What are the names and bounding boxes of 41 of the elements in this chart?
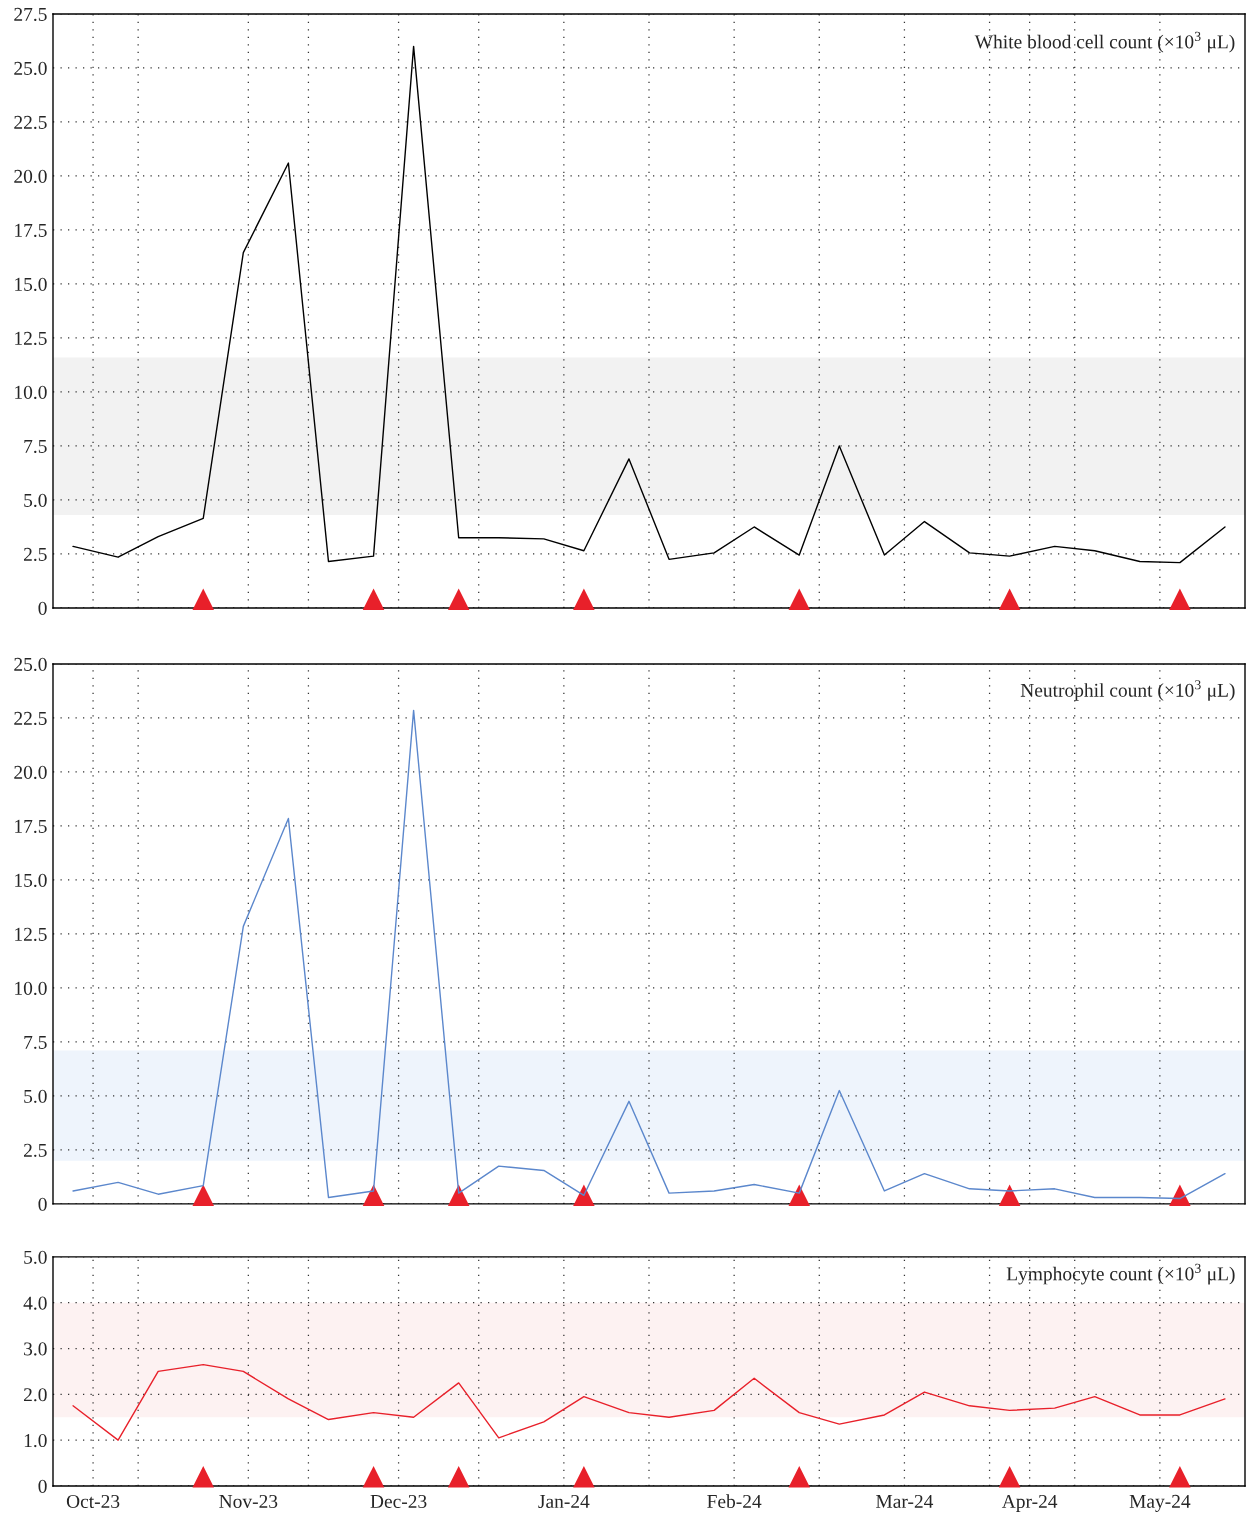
y-tick-label: 0 — [38, 601, 47, 615]
x-tick-label: May-24 — [1129, 1494, 1191, 1512]
y-tick-label: 4.0 — [23, 1296, 47, 1310]
chart-title: Lymphocyte count (×10$^{3}$ μL) — [1006, 1263, 1235, 1285]
y-tick-label: 5.0 — [24, 1089, 47, 1103]
y-tick-label: 17.5 — [15, 223, 47, 237]
x-tick-label: Jan-24 — [538, 1494, 590, 1508]
x-tick-label: Dec-23 — [370, 1494, 427, 1508]
y-tick-label: 17.5 — [15, 819, 47, 833]
y-tick-label: 12.5 — [15, 331, 47, 345]
y-tick-label: 20.0 — [14, 169, 47, 183]
y-tick-label: 0 — [38, 1197, 47, 1211]
y-tick-label: 15.0 — [15, 873, 47, 887]
y-tick-label: 22.5 — [14, 115, 47, 129]
y-tick-label: 1.0 — [24, 1433, 47, 1448]
y-tick-label: 7.5 — [24, 1035, 47, 1049]
y-tick-label: 7.5 — [24, 439, 47, 453]
y-tick-label: 27.5 — [14, 7, 47, 21]
y-tick-label: 5.0 — [24, 1250, 47, 1264]
y-tick-label: 20.0 — [14, 765, 47, 779]
y-tick-label: 10.0 — [15, 981, 47, 995]
y-tick-label: 12.5 — [15, 927, 47, 941]
y-tick-label: 5.0 — [24, 493, 47, 507]
y-tick-label: 25.0 — [14, 657, 47, 671]
y-tick-label: 22.5 — [14, 711, 47, 725]
y-tick-label: 2.5 — [23, 1143, 47, 1157]
x-tick-label: Nov-23 — [219, 1494, 278, 1508]
text: Neutrophil count (×10$^{3}$ μL) — [1020, 680, 1235, 701]
y-tick-label: 3.0 — [24, 1342, 47, 1356]
x-tick-label: Apr-24 — [1001, 1494, 1058, 1512]
x-tick-label: Oct-23 — [66, 1494, 120, 1508]
y-tick-label: 25.0 — [14, 61, 47, 75]
y-tick-label: 2.5 — [23, 547, 47, 561]
y-tick-label: 15.0 — [15, 277, 47, 291]
x-tick-label: Mar-24 — [876, 1494, 934, 1508]
x-tick-label: Feb-24 — [707, 1494, 762, 1508]
y-tick-label: 0 — [38, 1479, 47, 1493]
text: White blood cell count (×10$^{3}$ μL) — [974, 31, 1235, 53]
line-series — [72, 1363, 1226, 1441]
y-tick-label: 10.0 — [15, 385, 47, 399]
y-tick-label: 2.0 — [23, 1388, 47, 1402]
